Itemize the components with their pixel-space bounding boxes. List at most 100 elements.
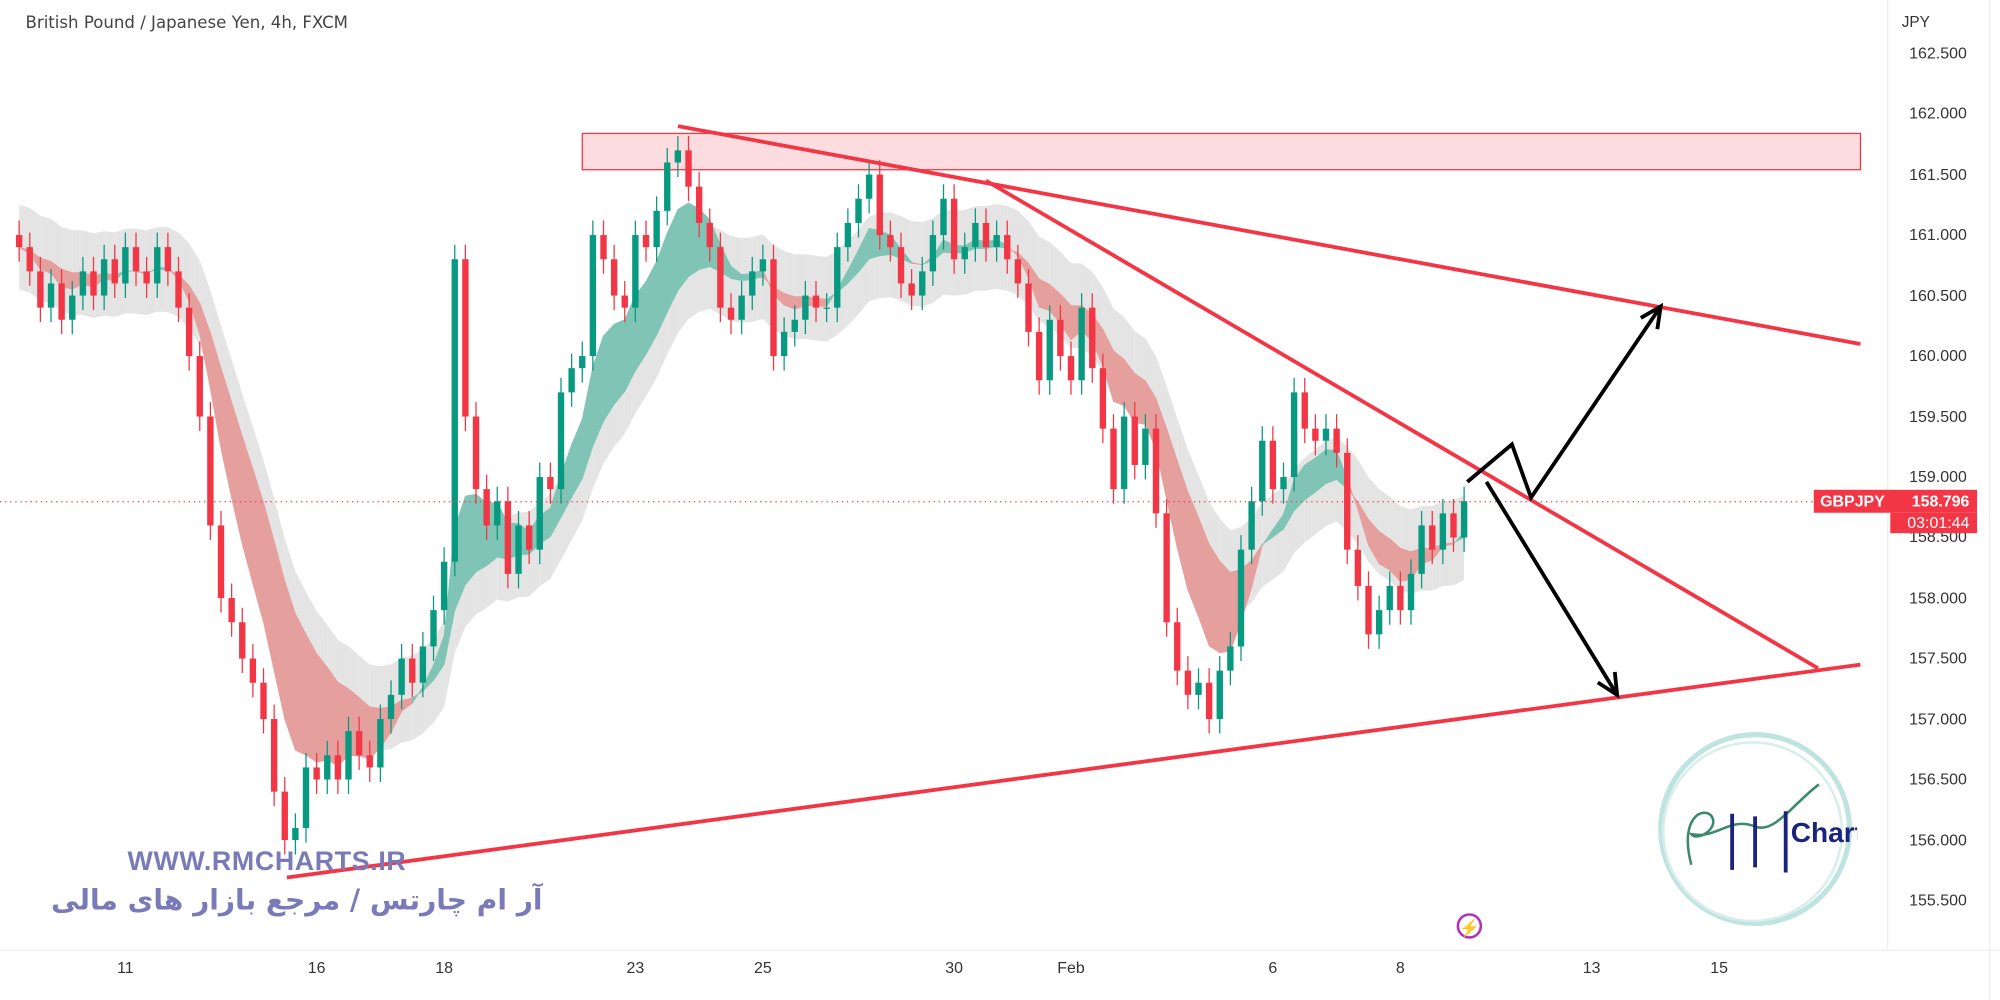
candle-body (1333, 428, 1340, 453)
rm-charts-logo: Charts (1658, 732, 1857, 927)
candle-body (100, 259, 108, 296)
candle-body (494, 501, 501, 526)
candle-body (929, 235, 937, 272)
candle-body (132, 247, 140, 272)
svg-text:Charts: Charts (1791, 817, 1857, 848)
candle-body (982, 222, 990, 248)
candle-body (727, 307, 735, 320)
candle-body (462, 259, 469, 417)
candle-body (950, 198, 958, 260)
candle-body (185, 307, 193, 357)
candle-body (37, 271, 44, 308)
candle-body (1290, 392, 1298, 478)
arrow-bullish-scenario (1466, 305, 1663, 502)
candle-body (791, 319, 798, 332)
candle-body (738, 295, 745, 320)
candle-body (111, 259, 118, 284)
candle-body (1322, 428, 1330, 441)
price-tick-label: 156.500 (1909, 770, 1967, 789)
candle-body (387, 694, 395, 720)
candle-body (1067, 356, 1075, 381)
arrowhead-bullish-scenario (1639, 302, 1664, 330)
time-tick-label: 23 (626, 959, 645, 978)
ma-ribbon (1304, 457, 1316, 501)
candle-body (313, 767, 320, 780)
candle-body (1407, 573, 1415, 611)
candle-body (345, 731, 352, 780)
candle-body (1397, 585, 1404, 611)
candle-body (1195, 682, 1202, 695)
candle-body (47, 283, 55, 308)
ma-ribbon (464, 493, 477, 586)
candle-body (154, 247, 161, 284)
trendline-inner-descending (985, 178, 1819, 670)
candle-body (1163, 513, 1170, 623)
candle-body (749, 271, 756, 296)
candle-body (1460, 501, 1468, 538)
trendline-lower-ascending (286, 662, 1861, 880)
lightning-icon[interactable]: ⚡ (1456, 913, 1483, 939)
candle-body (621, 295, 628, 308)
candle-body (855, 198, 862, 223)
time-tick-label: 8 (1395, 959, 1405, 978)
time-tick-label: Feb (1057, 959, 1085, 978)
candle-body (653, 210, 660, 248)
candle-body (143, 271, 150, 284)
price-tick-label: 157.500 (1909, 649, 1967, 668)
candle-body (1418, 525, 1425, 574)
time-tick-label: 13 (1582, 959, 1601, 978)
price-tag: GBPJPY 158.796 (1813, 489, 1978, 513)
time-tick-label: 6 (1268, 959, 1278, 978)
currency-label: JPY (1901, 12, 1930, 31)
candle-body (1439, 513, 1447, 550)
ma-ribbon (603, 323, 615, 423)
trendline-upper-descending (677, 124, 1861, 346)
ma-ribbon (1113, 349, 1125, 407)
price-tick-label: 156.000 (1909, 831, 1967, 849)
candle-body (260, 682, 267, 720)
candle-body (1089, 307, 1096, 369)
candle-body (217, 525, 225, 599)
candle-body (770, 259, 777, 357)
candle-body (1280, 477, 1287, 490)
candle-body (536, 477, 543, 550)
price-tick-label: 159.000 (1909, 468, 1967, 486)
candle-body (972, 222, 979, 248)
candle-body (557, 392, 565, 490)
candle-body (1429, 525, 1436, 550)
candle-body (324, 755, 331, 780)
candle-body (504, 501, 512, 574)
candle-body (1131, 416, 1138, 465)
candle-body (515, 525, 522, 574)
candle-body (409, 658, 416, 683)
arrow-bearish-scenario (1484, 480, 1619, 696)
candle-body (1354, 549, 1362, 586)
candle-body (249, 658, 257, 683)
candle-body (1301, 392, 1308, 429)
candle-body (90, 271, 97, 296)
candle-body (483, 489, 490, 526)
candle-body (1004, 235, 1011, 260)
watermark-url: WWW.RMCHARTS.IR (127, 846, 407, 877)
candle-body (685, 150, 692, 187)
ma-ribbon (613, 319, 626, 406)
candle-body (1248, 501, 1255, 550)
candle-body (865, 174, 873, 199)
arrowhead-bearish-scenario (1596, 671, 1620, 699)
candle-body (1259, 440, 1266, 502)
candle-body (887, 235, 894, 248)
candle-body (69, 295, 76, 320)
candle-body (1152, 428, 1160, 514)
candle-body (664, 162, 671, 211)
candle-body (589, 235, 597, 357)
candle-body (674, 150, 682, 163)
candle-body (908, 283, 915, 296)
candle-body (175, 271, 182, 308)
candle-body (610, 259, 618, 296)
candle-body (440, 561, 448, 611)
candle-body (302, 767, 310, 828)
candle-body (1078, 307, 1085, 381)
price-tick-label: 161.500 (1909, 165, 1967, 184)
candle-body (377, 719, 384, 768)
